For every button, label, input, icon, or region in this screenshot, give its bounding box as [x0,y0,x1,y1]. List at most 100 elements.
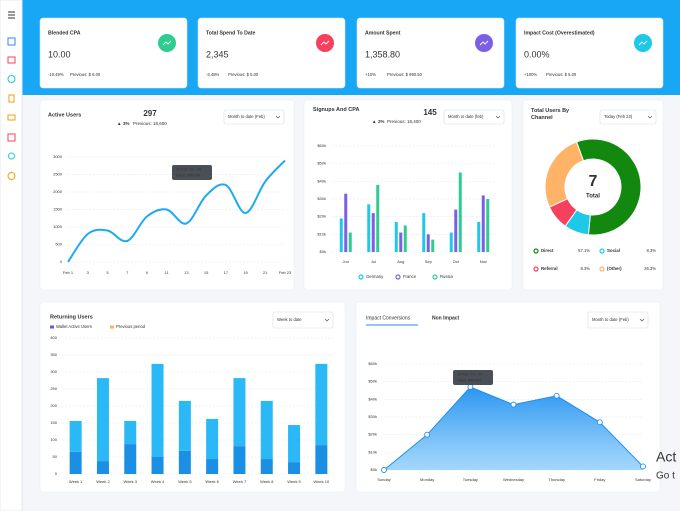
x-tick-label: Thursday [548,477,565,482]
dropdown-label: Month to date (feb) [448,114,484,119]
y-tick-label: 400 [50,335,57,340]
legend-label: Referral [541,266,558,271]
card-title: Total Users By Channel [531,108,570,121]
x-tick-label: 7 [126,270,129,275]
card-value: 10.00 [48,49,71,59]
y-tick-label: $60k [368,361,377,366]
y-tick-label: $0k [371,467,377,472]
y-tick-label: $40k [368,396,377,401]
x-tick-label: 17 [224,270,229,275]
dropdown-label: Today (Feb 23) [604,114,633,119]
nav-icon[interactable] [7,56,16,64]
x-tick-label: Nov [480,259,487,264]
x-tick-label: 3 [87,270,90,275]
watermark: Act [656,449,676,465]
card [39,17,188,89]
dropdown[interactable] [599,109,657,125]
y-tick-label: 250 [50,386,57,391]
y-tick-label: 0 [55,471,58,476]
change-value: 3% [123,121,130,126]
card-previous: Previous: $ 5.00 [546,72,577,77]
legend-value: 57.1% [578,248,590,253]
y-tick-label: $60k [317,143,326,148]
total-value: 145 [423,108,437,117]
legend-label: France [403,274,417,279]
y-tick-label: 1000 [53,224,63,229]
card-previous: Previous: $ 990.50 [387,72,423,77]
tab: Non Impact [432,315,460,321]
nav-icon[interactable] [7,172,16,180]
bar-segment [206,418,219,460]
card-title: Returning Users [50,314,93,320]
legend-swatch [358,274,364,280]
x-tick-label: Feb 1 [63,270,74,275]
legend-swatch [599,248,605,254]
nav-icon[interactable] [7,75,16,83]
y-tick-label: 3000 [53,154,63,159]
y-tick-label: $50k [368,379,377,384]
legend-swatch [533,248,539,254]
x-tick-label: Saturday [635,477,651,482]
y-tick-label: 150 [50,420,57,425]
previous-value: Previous: 18,400 [387,119,421,124]
x-tick-label: Feb 23 [279,270,292,275]
bar-segment [315,363,328,446]
dropdown[interactable] [223,109,285,125]
legend-label: Previous period [116,324,146,329]
y-tick-label: 2000 [53,189,63,194]
x-tick-label: Week 9 [287,479,301,484]
card-title-box: Signups And CPA [313,107,359,113]
bar [486,199,490,252]
card-icon-glyph [479,40,489,46]
donut-slice [575,138,642,236]
bar-segment [96,461,109,474]
y-tick-label: 350 [50,352,57,357]
tooltip-value: Sales: $45,000 [176,173,200,177]
legend-label: Germany [366,274,384,279]
legend-label: (Other) [607,266,622,271]
x-tick-label: 9 [146,270,149,275]
dropdown[interactable] [443,109,505,125]
bar-segment [178,400,191,451]
bar [431,239,435,252]
total-value: 297 [143,109,157,118]
nav-icon[interactable] [8,152,15,160]
y-tick-label: $40k [317,178,326,183]
chevron [275,115,281,119]
card-icon-glyph [320,40,330,46]
y-tick-label: $0k [320,249,326,254]
nav-icon[interactable] [7,37,16,46]
dropdown[interactable] [587,311,649,329]
dropdown-label: Week to date [277,317,302,322]
legend-label: Social [607,248,620,253]
bar [481,195,485,252]
chevron [639,318,645,322]
bar-segment [151,457,164,474]
point [596,419,603,426]
nav-icon[interactable] [7,114,16,121]
bar [344,193,348,252]
y-tick-label: $30k [317,196,326,201]
card-change: +10% [365,72,376,77]
y-tick-label: $20k [368,432,377,437]
nav-icon[interactable] [7,133,16,142]
donut-slice [544,141,585,208]
x-tick-label: Tuesday [463,477,478,482]
menu-icon[interactable] [8,11,15,19]
card-change: -3.48% [206,72,220,77]
card [356,17,505,89]
dropdown[interactable] [272,311,334,329]
point [424,431,431,438]
bar-segment [315,445,328,474]
bar-segment [206,459,219,474]
point [381,467,387,473]
x-tick-label: 15 [204,270,209,275]
x-tick-label: 13 [184,270,189,275]
bar [367,204,371,252]
nav-icon[interactable] [8,94,15,103]
bar [394,221,398,252]
bar [477,221,481,252]
bar [403,225,407,252]
x-tick-label: Jun [343,259,349,264]
